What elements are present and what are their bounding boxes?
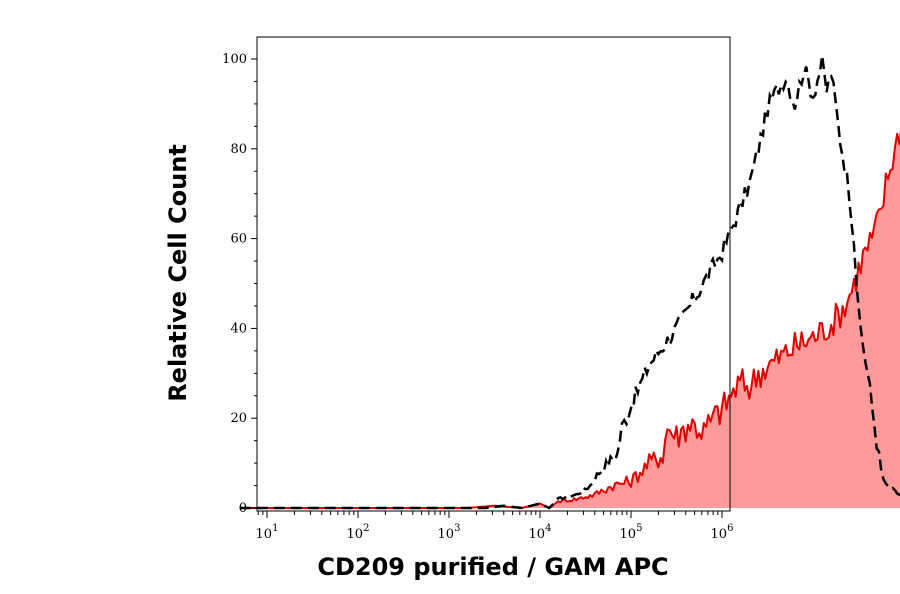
x-tick-exp: 3 bbox=[454, 523, 460, 534]
x-tick-exp: 5 bbox=[636, 523, 642, 534]
x-tick-label: 101 bbox=[256, 523, 279, 542]
x-tick-base: 10 bbox=[529, 527, 546, 542]
x-tick-label: 102 bbox=[347, 523, 370, 542]
y-tick-label: 0 bbox=[239, 501, 247, 516]
x-tick-base: 10 bbox=[347, 527, 364, 542]
series-1-area bbox=[239, 133, 900, 508]
x-tick-exp: 4 bbox=[545, 523, 551, 534]
x-tick-exp: 1 bbox=[272, 523, 278, 534]
x-tick-base: 10 bbox=[620, 527, 637, 542]
x-tick-base: 10 bbox=[438, 527, 455, 542]
y-tick-label: 80 bbox=[230, 142, 247, 157]
x-tick-exp: 2 bbox=[363, 523, 369, 534]
x-tick-label: 103 bbox=[438, 523, 461, 542]
x-tick-base: 10 bbox=[256, 527, 273, 542]
x-axis-title: CD209 purified / GAM APC bbox=[317, 553, 668, 581]
y-axis-title: Relative Cell Count bbox=[164, 144, 192, 402]
y-tick-label: 100 bbox=[222, 52, 247, 67]
x-tick-label: 106 bbox=[711, 523, 734, 542]
y-tick-label: 40 bbox=[230, 321, 247, 336]
y-tick-label: 60 bbox=[230, 232, 247, 247]
x-tick-label: 105 bbox=[620, 523, 643, 542]
series-0-line bbox=[239, 55, 900, 510]
x-tick-exp: 6 bbox=[727, 523, 733, 534]
x-tick-label: 104 bbox=[529, 523, 552, 542]
plot-frame bbox=[256, 36, 731, 512]
y-tick-label: 20 bbox=[230, 411, 247, 426]
x-tick-base: 10 bbox=[711, 527, 728, 542]
